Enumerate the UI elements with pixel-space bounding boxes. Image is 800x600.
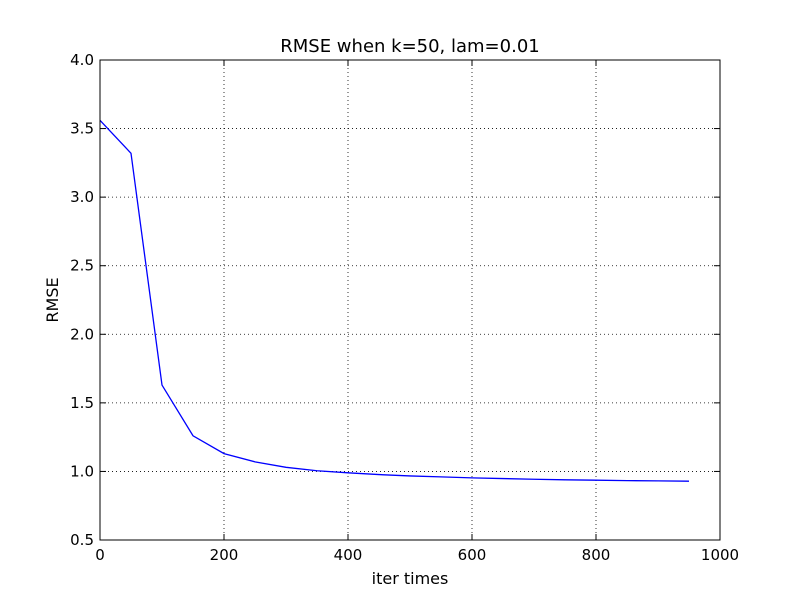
y-tick-label: 2.0 [70,325,94,343]
y-tick-label: 1.5 [70,394,94,412]
tick-layer: 0 200 400 600 800 1000 0.5 1.0 1.5 2.0 2.5 3.0 3.5 4.… [70,51,739,564]
y-tick-label: 2.5 [70,257,94,275]
x-tick-label: 200 [210,546,239,564]
x-tick-label: 800 [582,546,611,564]
y-tick-label: 3.0 [70,188,94,206]
y-tick-label: 1.0 [70,462,94,480]
x-tick-label: 400 [334,546,363,564]
y-tick-label: 4.0 [70,51,94,69]
rmse-series-line [99,119,690,482]
y-tick-label: 0.5 [70,531,94,549]
y-tick-label: 3.5 [70,120,94,138]
grid-layer [100,60,720,540]
y-axis-label: RMSE [43,277,62,322]
series-layer [99,119,690,482]
chart-title: RMSE when k=50, lam=0.01 [280,36,539,57]
plot-frame [99,59,721,541]
x-axis-label: iter times [372,569,449,588]
x-tick-label: 600 [458,546,487,564]
x-tick-label: 1000 [701,546,739,564]
x-tick-label: 0 [95,546,105,564]
